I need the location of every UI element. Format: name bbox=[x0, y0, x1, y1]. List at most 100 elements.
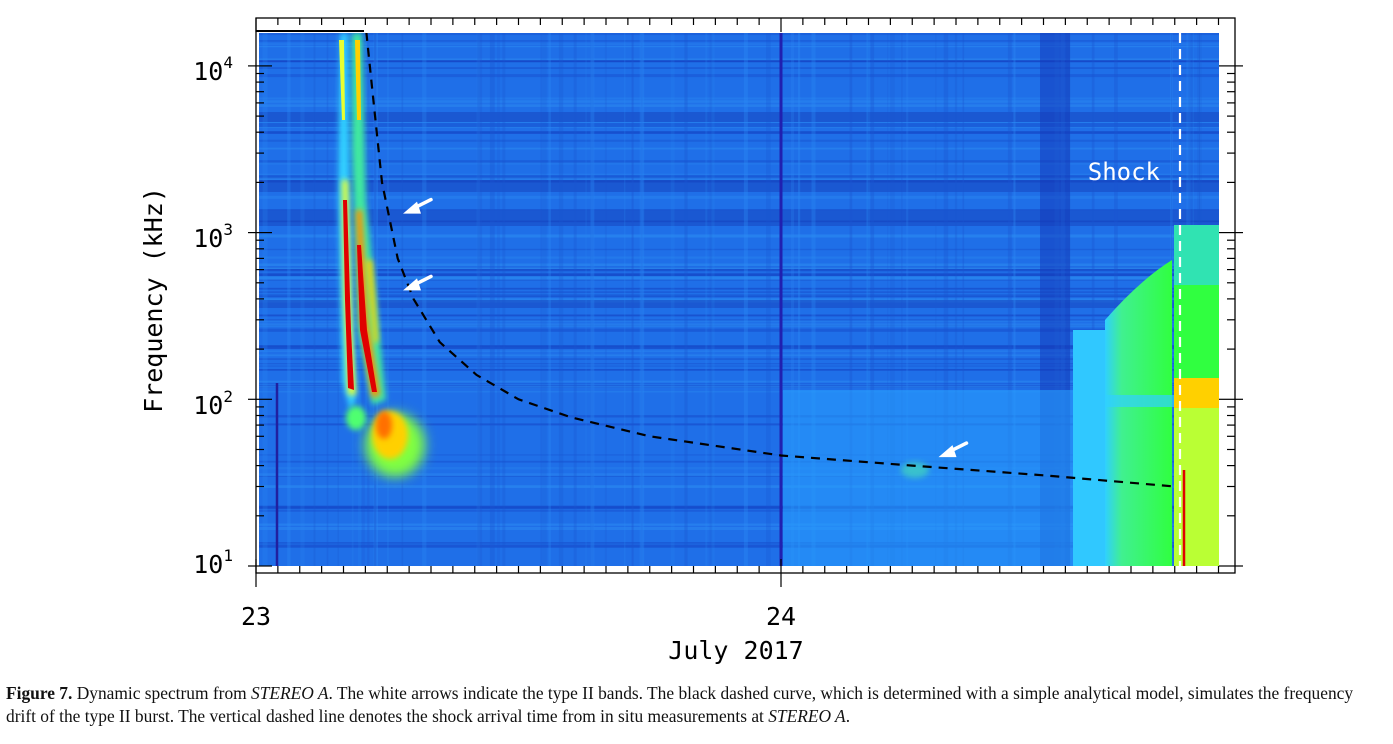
interference-band bbox=[259, 354, 1219, 357]
spectral-streak bbox=[590, 33, 594, 566]
interference-band bbox=[259, 195, 1219, 199]
interference-band bbox=[259, 67, 1219, 69]
spectral-streak bbox=[954, 33, 958, 566]
spectral-streak bbox=[604, 33, 607, 566]
interference-band bbox=[259, 298, 1219, 301]
interference-band bbox=[259, 385, 1219, 388]
spectral-streak bbox=[962, 33, 965, 566]
spectral-streak bbox=[287, 33, 291, 566]
interference-band bbox=[259, 277, 1219, 281]
spectral-streak bbox=[387, 33, 389, 566]
interference-band bbox=[259, 314, 1219, 317]
interference-band bbox=[259, 74, 1219, 78]
interference-band bbox=[259, 60, 1219, 62]
interference-band bbox=[259, 323, 1219, 327]
interference-band bbox=[259, 126, 1219, 128]
spectral-streak bbox=[624, 33, 626, 566]
x-axis-ticks bbox=[255, 18, 1220, 587]
interference-band bbox=[259, 287, 1219, 290]
spectral-streak bbox=[497, 33, 500, 566]
interference-band bbox=[259, 273, 1219, 277]
interference-band bbox=[259, 473, 1219, 476]
interference-band bbox=[259, 319, 1219, 321]
spectral-streak bbox=[641, 33, 644, 566]
shock-label: Shock bbox=[1088, 158, 1161, 186]
y-tick-label-10000: 104 bbox=[193, 53, 233, 86]
interference-band bbox=[259, 475, 1219, 477]
plot-frame bbox=[255, 17, 1236, 574]
interference-band bbox=[259, 454, 1219, 456]
interference-band bbox=[259, 210, 1219, 226]
interference-band bbox=[259, 291, 1219, 293]
interference-band bbox=[259, 345, 1219, 348]
interference-band bbox=[259, 467, 1219, 470]
interference-band bbox=[259, 276, 1219, 279]
spectral-streak bbox=[867, 33, 870, 566]
y-axis-ticks bbox=[248, 65, 1243, 567]
y-tick-label-1000: 103 bbox=[193, 220, 233, 253]
shock-region bbox=[1073, 225, 1219, 566]
spectral-streak bbox=[943, 33, 949, 566]
interference-band bbox=[259, 131, 1219, 134]
caption-text-3: . bbox=[845, 706, 851, 726]
interference-band bbox=[259, 104, 1219, 107]
interference-band bbox=[259, 175, 1219, 179]
interference-band bbox=[259, 350, 1219, 352]
spectral-streak bbox=[906, 33, 909, 566]
interference-band bbox=[259, 347, 1219, 349]
y-axis-label: Frequency (kHz) bbox=[139, 187, 168, 413]
analytical-model-curve bbox=[365, 33, 1175, 488]
spectral-streak bbox=[573, 33, 577, 566]
y-tick-label-10: 101 bbox=[193, 546, 233, 579]
spectral-streak bbox=[743, 33, 748, 566]
type-ii-arrow bbox=[403, 197, 433, 214]
interference-band bbox=[259, 391, 1219, 393]
y-tick-label-100: 102 bbox=[193, 387, 233, 420]
spectral-streak bbox=[705, 33, 708, 566]
interference-band bbox=[259, 272, 1219, 276]
interference-band bbox=[259, 122, 1219, 123]
interference-band bbox=[259, 329, 1219, 332]
interference-band bbox=[259, 383, 1219, 385]
x-tick-label-23: 23 bbox=[241, 602, 271, 631]
interference-band bbox=[259, 296, 1219, 298]
spectral-streak bbox=[849, 33, 853, 566]
interference-band bbox=[259, 363, 1219, 365]
interference-band bbox=[259, 122, 1219, 124]
interference-band bbox=[259, 267, 1219, 269]
interference-band bbox=[259, 40, 1219, 42]
interference-band bbox=[259, 460, 1219, 463]
interference-band bbox=[259, 423, 1219, 426]
interference-band bbox=[259, 380, 1219, 383]
interference-band bbox=[259, 506, 1219, 509]
interference-band bbox=[259, 256, 1219, 259]
spectral-streak bbox=[870, 33, 875, 566]
x-tick-label-24: 24 bbox=[766, 602, 796, 631]
interference-band bbox=[259, 162, 1219, 165]
interference-band bbox=[259, 523, 1219, 526]
interference-band bbox=[259, 358, 1219, 360]
spectral-streak bbox=[489, 33, 495, 566]
figure-caption: Figure 7. Dynamic spectrum from STEREO A… bbox=[6, 682, 1386, 728]
spectral-streak bbox=[684, 33, 688, 566]
spectral-streak bbox=[1013, 33, 1016, 566]
spectral-streak bbox=[711, 33, 715, 566]
post-event-region bbox=[783, 390, 1083, 566]
spectral-streak bbox=[326, 33, 329, 566]
caption-figure-label: Figure 7. bbox=[6, 683, 73, 703]
interference-band bbox=[259, 279, 1219, 281]
interference-band bbox=[259, 99, 1219, 103]
spectral-streak bbox=[1007, 33, 1012, 566]
interference-band bbox=[259, 505, 1219, 509]
interference-band bbox=[259, 544, 1219, 547]
spectral-streak bbox=[1091, 33, 1095, 566]
interference-band bbox=[259, 365, 1219, 367]
type-ii-arrow bbox=[938, 441, 969, 458]
spectral-streak bbox=[262, 33, 268, 566]
spectral-streak bbox=[585, 33, 587, 566]
spectral-streak bbox=[631, 33, 634, 566]
spectral-streak bbox=[477, 33, 483, 566]
interference-band bbox=[259, 542, 1219, 544]
interference-band bbox=[259, 345, 1219, 349]
